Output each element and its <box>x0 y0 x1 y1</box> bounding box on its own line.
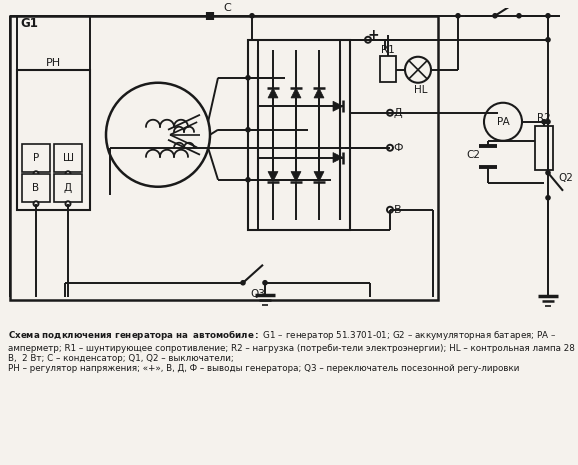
Bar <box>535 126 553 170</box>
Circle shape <box>541 119 547 125</box>
Bar <box>22 174 50 202</box>
Text: Р: Р <box>33 153 39 163</box>
Text: HL: HL <box>414 85 428 95</box>
Text: G1: G1 <box>20 17 38 30</box>
Circle shape <box>545 119 551 125</box>
Bar <box>380 56 396 82</box>
Polygon shape <box>268 172 278 181</box>
Text: РН: РН <box>46 58 61 68</box>
Circle shape <box>405 57 431 83</box>
Text: Д: Д <box>394 108 402 118</box>
Circle shape <box>249 13 255 19</box>
Circle shape <box>545 13 551 19</box>
Circle shape <box>65 201 71 206</box>
Bar <box>54 144 82 172</box>
Text: PA: PA <box>497 117 509 127</box>
Circle shape <box>365 37 371 43</box>
Text: Q1: Q1 <box>499 0 514 1</box>
Circle shape <box>387 207 393 213</box>
Polygon shape <box>314 88 324 98</box>
Text: R1: R1 <box>381 45 395 55</box>
Bar <box>17 70 90 210</box>
Bar <box>10 16 438 300</box>
Circle shape <box>545 195 551 200</box>
Circle shape <box>484 103 522 141</box>
Circle shape <box>545 37 551 43</box>
Polygon shape <box>291 172 301 181</box>
Circle shape <box>240 280 246 286</box>
Text: $\bf{Схема\ подключения\ генератора\ на\ \ автомобиле:}$ G1 – генератор 51.3701-: $\bf{Схема\ подключения\ генератора\ на\… <box>9 328 575 373</box>
Text: C: C <box>223 3 231 13</box>
Polygon shape <box>333 101 343 111</box>
Text: Ш: Ш <box>62 153 73 163</box>
Circle shape <box>455 13 461 19</box>
Text: В: В <box>394 205 402 215</box>
Polygon shape <box>314 172 324 181</box>
Circle shape <box>34 171 39 176</box>
Text: +: + <box>367 28 379 42</box>
Text: Ф: Ф <box>393 143 403 153</box>
Bar <box>248 40 350 230</box>
Circle shape <box>245 127 251 133</box>
Polygon shape <box>333 153 343 163</box>
Text: Q2: Q2 <box>558 173 573 183</box>
Text: В: В <box>32 183 39 193</box>
Circle shape <box>245 75 251 80</box>
Text: R2: R2 <box>537 113 551 123</box>
Polygon shape <box>268 88 278 98</box>
Circle shape <box>34 201 39 206</box>
Text: Q3: Q3 <box>250 289 265 299</box>
Polygon shape <box>291 88 301 98</box>
Bar <box>54 174 82 202</box>
Circle shape <box>492 13 498 19</box>
Bar <box>22 144 50 172</box>
Circle shape <box>245 177 251 183</box>
Circle shape <box>387 110 393 116</box>
Circle shape <box>516 13 522 19</box>
Circle shape <box>545 170 551 176</box>
Circle shape <box>387 145 393 151</box>
Text: C2: C2 <box>466 150 480 160</box>
Circle shape <box>65 171 71 176</box>
Text: Д: Д <box>64 183 72 193</box>
Circle shape <box>262 280 268 286</box>
Circle shape <box>106 83 210 187</box>
